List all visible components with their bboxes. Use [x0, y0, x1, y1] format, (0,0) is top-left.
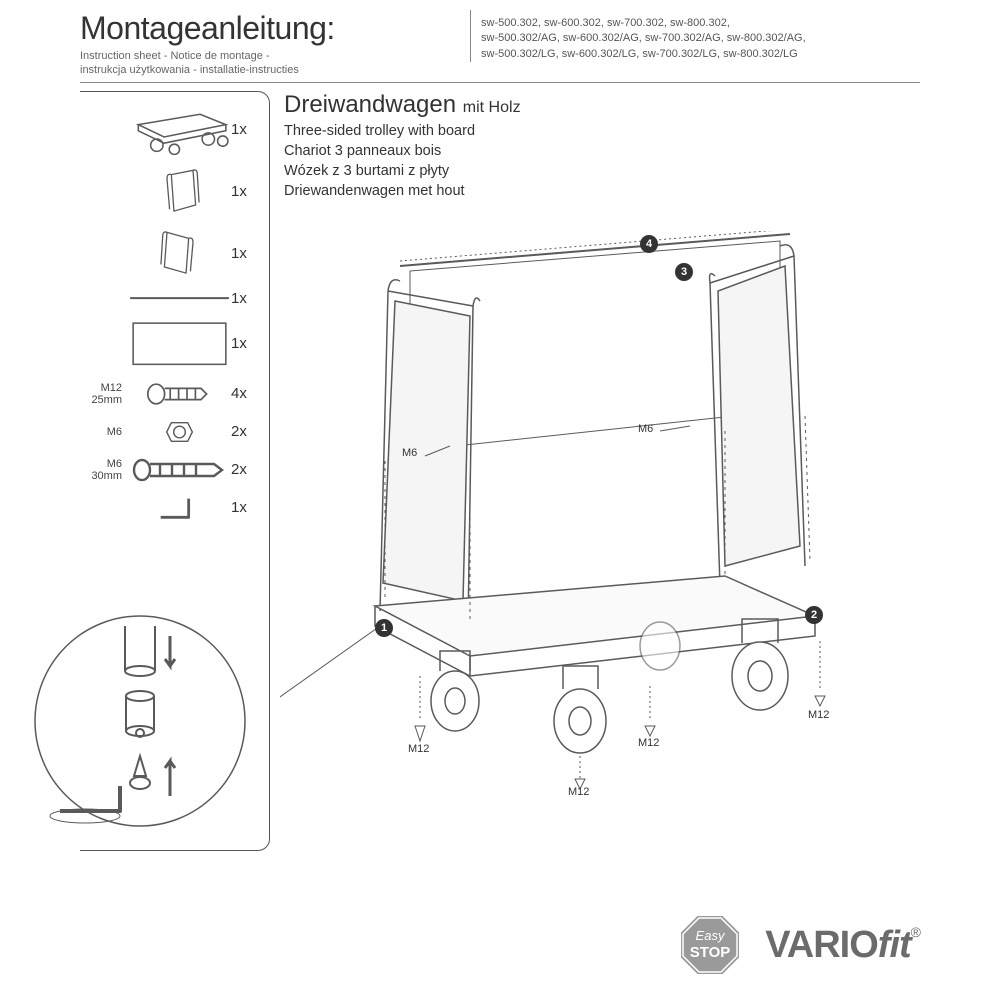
trolley-diagram [280, 231, 900, 791]
main-diagram: Dreiwandwagen mit Holz Three-sided troll… [270, 91, 920, 851]
detail-circle [30, 611, 250, 831]
header: Montageanleitung: Instruction sheet - No… [80, 10, 920, 83]
step-badge-3: 3 [675, 263, 693, 281]
m12-label: M12 [808, 709, 829, 721]
platform-icon [128, 104, 231, 156]
brand-logo: VARIOfit® [765, 924, 920, 967]
m6-label: M6 [402, 447, 417, 459]
step-badge-2: 2 [805, 606, 823, 624]
step-badge-4: 4 [640, 235, 658, 253]
part-row: 1x [88, 494, 261, 522]
allen-key-icon [128, 494, 231, 522]
page-title: Montageanleitung: [80, 10, 470, 47]
part-row: M12 25mm 4x [88, 380, 261, 408]
translations: Three-sided trolley with board Chariot 3… [284, 121, 920, 202]
footer: Easy STOP VARIOfit® [80, 910, 920, 980]
side-panel-icon [128, 228, 231, 280]
nut-icon [128, 418, 231, 446]
part-row: M6 30mm 2x [88, 456, 261, 484]
part-row: 1x [88, 290, 261, 308]
part-row: M6 2x [88, 418, 261, 446]
m6-label: M6 [638, 423, 653, 435]
easystop-bottom-text: STOP [690, 944, 731, 961]
part-row: 1x [88, 104, 261, 156]
part-row: 1x [88, 228, 261, 280]
bar-icon [128, 290, 231, 308]
sku-list: sw-500.302, sw-600.302, sw-700.302, sw-8… [470, 10, 920, 62]
part-row: 1x [88, 166, 261, 218]
m12-label: M12 [408, 743, 429, 755]
subtitle: Instruction sheet - Notice de montage - … [80, 49, 470, 78]
easystop-badge: Easy STOP [675, 910, 745, 980]
m12-label: M12 [638, 737, 659, 749]
board-icon [128, 318, 231, 370]
easystop-top-text: Easy [696, 928, 726, 943]
part-row: 1x [88, 318, 261, 370]
product-title: Dreiwandwagen mit Holz [284, 91, 920, 119]
side-panel-icon [128, 166, 231, 218]
m12-label: M12 [568, 786, 589, 798]
screw-icon [128, 456, 231, 484]
bolt-icon [128, 380, 231, 408]
step-badge-1: 1 [375, 619, 393, 637]
